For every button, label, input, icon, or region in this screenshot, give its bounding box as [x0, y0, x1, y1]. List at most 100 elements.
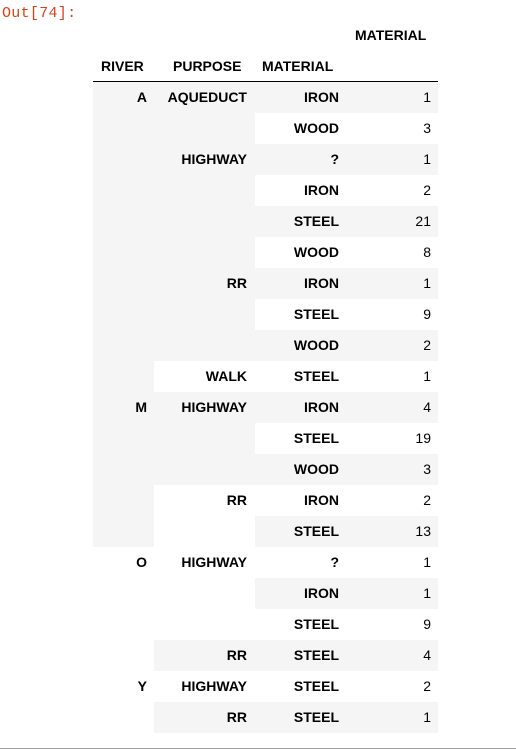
purpose-cell — [154, 175, 247, 206]
purpose-cell: HIGHWAY — [154, 671, 247, 702]
river-cell — [93, 485, 147, 516]
purpose-cell — [154, 609, 247, 640]
purpose-cell — [154, 299, 247, 330]
purpose-cell: RR — [154, 702, 247, 733]
purpose-cell: WALK — [154, 361, 247, 392]
table-row: IRON 1 — [0, 578, 516, 609]
index-header-purpose: PURPOSE — [173, 58, 241, 74]
material-cell: WOOD — [255, 237, 339, 268]
river-cell — [93, 144, 147, 175]
purpose-cell: HIGHWAY — [154, 392, 247, 423]
river-cell: A — [93, 82, 147, 113]
value-cell: 1 — [339, 268, 431, 299]
table-row: A AQUEDUCT IRON 1 — [0, 82, 516, 113]
purpose-cell — [154, 578, 247, 609]
river-cell — [93, 175, 147, 206]
table-row: WOOD 3 — [0, 454, 516, 485]
material-cell: IRON — [255, 82, 339, 113]
value-cell: 19 — [339, 423, 431, 454]
table-row: HIGHWAY? 1 — [0, 144, 516, 175]
cell-bottom-border — [0, 748, 516, 749]
table-row: Y HIGHWAY STEEL 2 — [0, 671, 516, 702]
value-cell: 4 — [339, 392, 431, 423]
purpose-cell: RR — [154, 640, 247, 671]
material-cell: IRON — [255, 578, 339, 609]
river-cell — [93, 206, 147, 237]
material-cell: IRON — [255, 392, 339, 423]
table-row: O HIGHWAY? 1 — [0, 547, 516, 578]
material-cell: IRON — [255, 268, 339, 299]
value-cell: 1 — [339, 547, 431, 578]
material-cell: ? — [255, 547, 339, 578]
material-cell: STEEL — [255, 361, 339, 392]
table-row: WOOD 8 — [0, 237, 516, 268]
value-cell: 4 — [339, 640, 431, 671]
purpose-cell: RR — [154, 485, 247, 516]
value-cell: 1 — [339, 578, 431, 609]
table-row: M HIGHWAY IRON 4 — [0, 392, 516, 423]
output-prompt: Out[74]: — [2, 5, 76, 22]
material-cell: ? — [255, 144, 339, 175]
purpose-cell — [154, 237, 247, 268]
purpose-cell — [154, 330, 247, 361]
table-row: WOOD 3 — [0, 113, 516, 144]
material-cell: STEEL — [255, 640, 339, 671]
river-cell — [93, 113, 147, 144]
purpose-cell: AQUEDUCT — [154, 82, 247, 113]
purpose-cell — [154, 516, 247, 547]
river-cell — [93, 330, 147, 361]
material-cell: STEEL — [255, 702, 339, 733]
value-cell: 1 — [339, 144, 431, 175]
material-cell: STEEL — [255, 206, 339, 237]
purpose-cell — [154, 423, 247, 454]
value-cell: 21 — [339, 206, 431, 237]
river-cell: M — [93, 392, 147, 423]
table-row: RR STEEL 1 — [0, 702, 516, 733]
river-cell — [93, 702, 147, 733]
river-cell: O — [93, 547, 147, 578]
material-cell: STEEL — [255, 671, 339, 702]
table-row: IRON 2 — [0, 175, 516, 206]
material-cell: IRON — [255, 175, 339, 206]
river-cell — [93, 268, 147, 299]
value-cell: 1 — [339, 82, 431, 113]
river-cell — [93, 516, 147, 547]
value-cell: 1 — [339, 702, 431, 733]
table-row: STEEL 9 — [0, 299, 516, 330]
purpose-cell: HIGHWAY — [154, 144, 247, 175]
river-cell — [93, 423, 147, 454]
material-cell: WOOD — [255, 330, 339, 361]
river-cell — [93, 454, 147, 485]
table-row: STEEL 13 — [0, 516, 516, 547]
material-cell: STEEL — [255, 423, 339, 454]
value-column-header: MATERIAL — [355, 27, 426, 43]
material-cell: STEEL — [255, 516, 339, 547]
table-row: STEEL 9 — [0, 609, 516, 640]
index-header-river: RIVER — [101, 58, 144, 74]
table-row: WALK STEEL 1 — [0, 361, 516, 392]
river-cell — [93, 299, 147, 330]
value-cell: 3 — [339, 113, 431, 144]
material-cell: STEEL — [255, 299, 339, 330]
value-cell: 2 — [339, 485, 431, 516]
river-cell — [93, 609, 147, 640]
table-row: RR STEEL 4 — [0, 640, 516, 671]
value-cell: 13 — [339, 516, 431, 547]
material-cell: STEEL — [255, 609, 339, 640]
table-row: STEEL 19 — [0, 423, 516, 454]
river-cell: Y — [93, 671, 147, 702]
purpose-cell — [154, 454, 247, 485]
river-cell — [93, 361, 147, 392]
value-cell: 2 — [339, 671, 431, 702]
table-row: WOOD 2 — [0, 330, 516, 361]
table-row: STEEL 21 — [0, 206, 516, 237]
river-cell — [93, 237, 147, 268]
value-cell: 1 — [339, 361, 431, 392]
river-cell — [93, 578, 147, 609]
purpose-cell: RR — [154, 268, 247, 299]
value-cell: 2 — [339, 175, 431, 206]
purpose-cell: HIGHWAY — [154, 547, 247, 578]
value-cell: 9 — [339, 609, 431, 640]
purpose-cell — [154, 113, 247, 144]
value-cell: 2 — [339, 330, 431, 361]
